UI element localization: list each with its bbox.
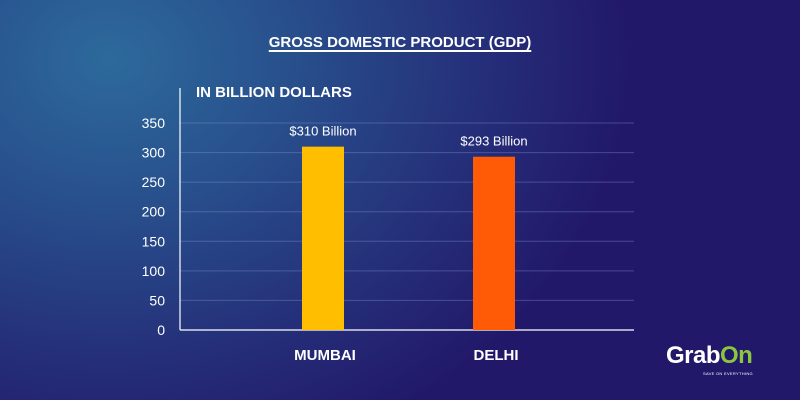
y-tick-label: 200 [142,204,166,220]
y-tick-label: 50 [149,292,165,308]
y-tick-label: 350 [142,115,166,131]
y-tick-label: 0 [157,322,165,338]
y-axis-label: IN BILLION DOLLARS [196,84,352,101]
logo-tagline: SAVE ON EVERYTHING [703,371,753,376]
grabon-logo: GrabOn [666,342,753,369]
y-tick-label: 300 [142,145,166,161]
x-tick-label: DELHI [474,347,519,364]
logo-text-on: On [720,342,753,369]
y-tick-label: 150 [142,233,166,249]
y-tick-label: 100 [142,263,166,279]
logo-text-grab: Grab [666,342,721,369]
x-tick-label: MUMBAI [294,347,356,364]
y-tick-label: 250 [142,174,166,190]
data-label: $293 Billion [460,134,527,149]
chart-title: GROSS DOMESTIC PRODUCT (GDP) [268,34,532,51]
bar-delhi [473,156,515,330]
bar-mumbai [302,146,344,330]
data-label: $310 Billion [289,124,356,139]
